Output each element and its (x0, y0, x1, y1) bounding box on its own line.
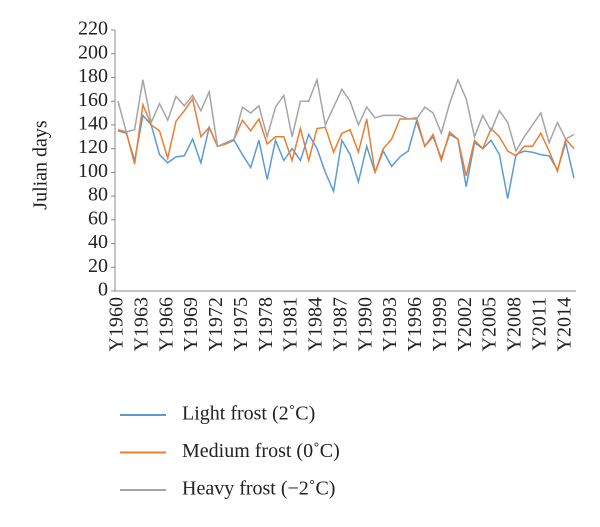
x-tick-label: Y1987 (329, 297, 351, 351)
y-tick-label: 40 (88, 231, 108, 253)
y-tick-label: 100 (78, 160, 108, 182)
y-tick-label: 200 (78, 41, 108, 63)
y-tick-label: 180 (78, 65, 108, 87)
legend-label: Medium frost (0˚C) (182, 440, 340, 462)
x-tick-label: Y2002 (454, 297, 476, 351)
x-tick-label: Y1984 (305, 297, 327, 351)
x-tick-label: Y1978 (255, 297, 277, 351)
x-tick-label: Y1975 (230, 297, 252, 351)
x-tick-label: Y2011 (528, 297, 550, 351)
y-axis-label: Julian days (30, 120, 52, 210)
y-tick-label: 160 (78, 89, 108, 111)
y-tick-label: 120 (78, 136, 108, 158)
series-line (117, 77, 575, 153)
x-tick-label: Y1963 (130, 297, 152, 351)
x-tick-label: Y1990 (354, 297, 376, 351)
x-tick-label: Y1993 (379, 297, 401, 351)
x-tick-label: Y1960 (106, 297, 128, 351)
y-tick-label: 220 (78, 18, 108, 40)
y-tick-label: 140 (78, 113, 108, 135)
legend-label: Heavy frost (−2˚C) (182, 478, 335, 500)
x-tick-label: Y1996 (404, 297, 426, 351)
y-tick-label: 60 (88, 207, 108, 229)
series-line (117, 113, 575, 199)
x-tick-label: Y1999 (429, 297, 451, 351)
x-tick-label: Y1969 (180, 297, 202, 351)
y-tick-label: 20 (88, 255, 108, 277)
x-tick-label: Y1966 (155, 297, 177, 351)
y-tick-label: 80 (88, 184, 108, 206)
x-tick-label: Y1981 (280, 297, 302, 351)
x-tick-label: Y1972 (205, 297, 227, 351)
x-tick-label: Y2008 (504, 297, 526, 351)
legend-label: Light frost (2˚C) (182, 403, 315, 425)
x-tick-label: Y2005 (479, 297, 501, 351)
y-tick-label: 0 (98, 279, 108, 301)
x-tick-label: Y2014 (553, 297, 575, 351)
series-line (117, 96, 575, 177)
